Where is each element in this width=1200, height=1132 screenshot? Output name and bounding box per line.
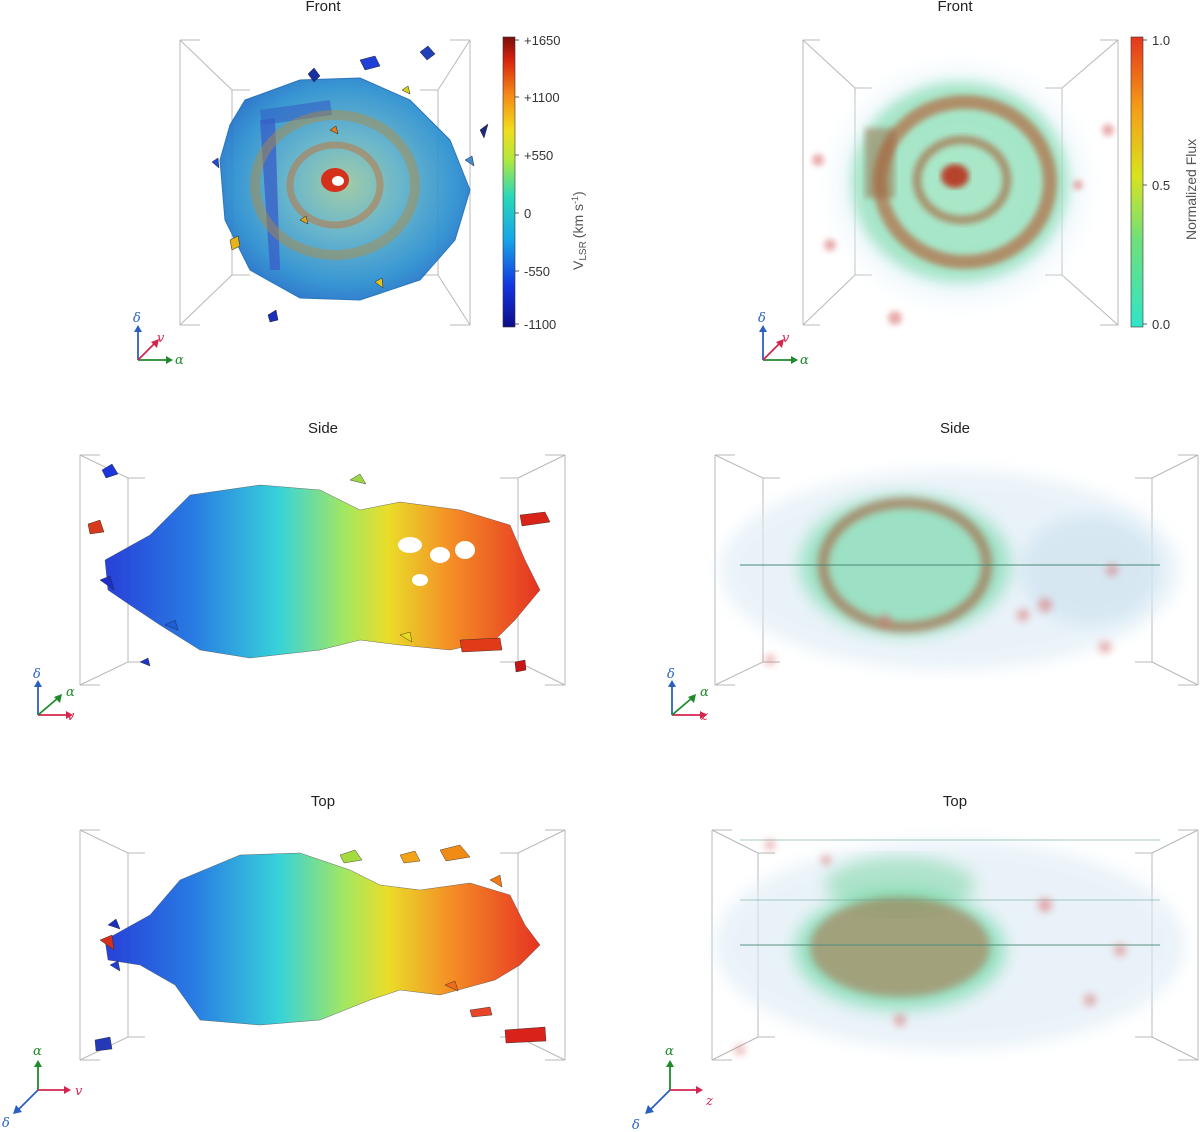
axis-label-delta: δ [758, 311, 766, 326]
velocity-tick-label: -550 [524, 264, 550, 279]
axis-triad: δ v α [758, 311, 809, 368]
isosurface-body [219, 77, 471, 301]
isosurface-body [104, 852, 541, 1026]
axis-label-delta: δ [33, 667, 41, 682]
side-flux-panel: δ α z [667, 454, 1199, 724]
axis-label-z: z [705, 1094, 713, 1109]
title-side-left: Side [307, 420, 339, 437]
axis-label-alpha: α [700, 685, 709, 700]
top-flux-panel: α z δ [632, 829, 1199, 1132]
front-flux-panel: 1.0 0.5 0.0 Normalized Flux δ v α [758, 33, 1199, 368]
axis-label-z: z [700, 709, 708, 724]
axis-label-nu: v [782, 331, 790, 346]
axis-label-alpha: α [800, 353, 809, 368]
title-front-right: Front [937, 0, 973, 15]
velocity-tick-label: 0 [524, 206, 531, 221]
side-velocity-panel: δ α v [33, 454, 566, 724]
title-front-left: Front [305, 0, 341, 15]
flux-clumps [812, 124, 1114, 325]
bounding-box [711, 829, 1199, 1061]
isosurface-body [104, 484, 541, 659]
axis-label-delta: δ [2, 1116, 10, 1131]
holes [398, 537, 475, 586]
axis-label-alpha: α [175, 353, 184, 368]
title-top-right: Top [942, 793, 968, 810]
title-side-right: Side [939, 420, 971, 437]
flux-colorbar-ticks [1143, 39, 1147, 325]
axis-triad: δ α v [33, 667, 75, 724]
axis-label-nu: v [157, 331, 165, 346]
axis-triad: α v δ [2, 1044, 83, 1131]
axis-label-delta: δ [632, 1118, 640, 1132]
axis-label-alpha: α [33, 1044, 42, 1059]
velocity-tick-label: +1650 [524, 33, 561, 48]
velocity-tick-label: +550 [524, 148, 553, 163]
axis-label-nu: v [75, 1084, 83, 1099]
axis-label-delta: δ [667, 667, 675, 682]
top-velocity-panel: α v δ [2, 829, 566, 1131]
fragments [211, 45, 489, 323]
fragments [94, 844, 547, 1052]
velocity-colorbar-ticks [515, 39, 519, 325]
axis-triad: δ v α [133, 311, 184, 368]
velocity-colorbar-title: VLSR(km s-1) [570, 191, 589, 270]
flux-clumps [765, 564, 1118, 665]
axis-label-delta: δ [133, 311, 141, 326]
flux-tick-label: 1.0 [1152, 33, 1170, 48]
axis-label-nu: v [67, 709, 75, 724]
front-velocity-panel: +1650 +1100 +550 0 -550 -1100 VLSR(km s-… [133, 33, 589, 368]
flux-colorbar [1130, 36, 1144, 328]
bounding-box [79, 454, 566, 686]
axis-label-alpha: α [665, 1044, 674, 1059]
flux-clumps [735, 840, 1126, 1055]
axis-label-alpha: α [66, 685, 75, 700]
title-top-left: Top [310, 793, 336, 810]
axis-triad: α z δ [632, 1044, 713, 1132]
flux-tick-label: 0.5 [1152, 178, 1170, 193]
velocity-tick-label: +1100 [524, 90, 560, 105]
flux-colorbar-title: Normalized Flux [1183, 139, 1199, 240]
velocity-tick-label: -1100 [524, 317, 556, 332]
axis-triad: δ α z [667, 667, 709, 724]
flux-tick-label: 0.0 [1152, 317, 1170, 332]
velocity-colorbar [502, 36, 516, 328]
fragments [87, 463, 551, 673]
